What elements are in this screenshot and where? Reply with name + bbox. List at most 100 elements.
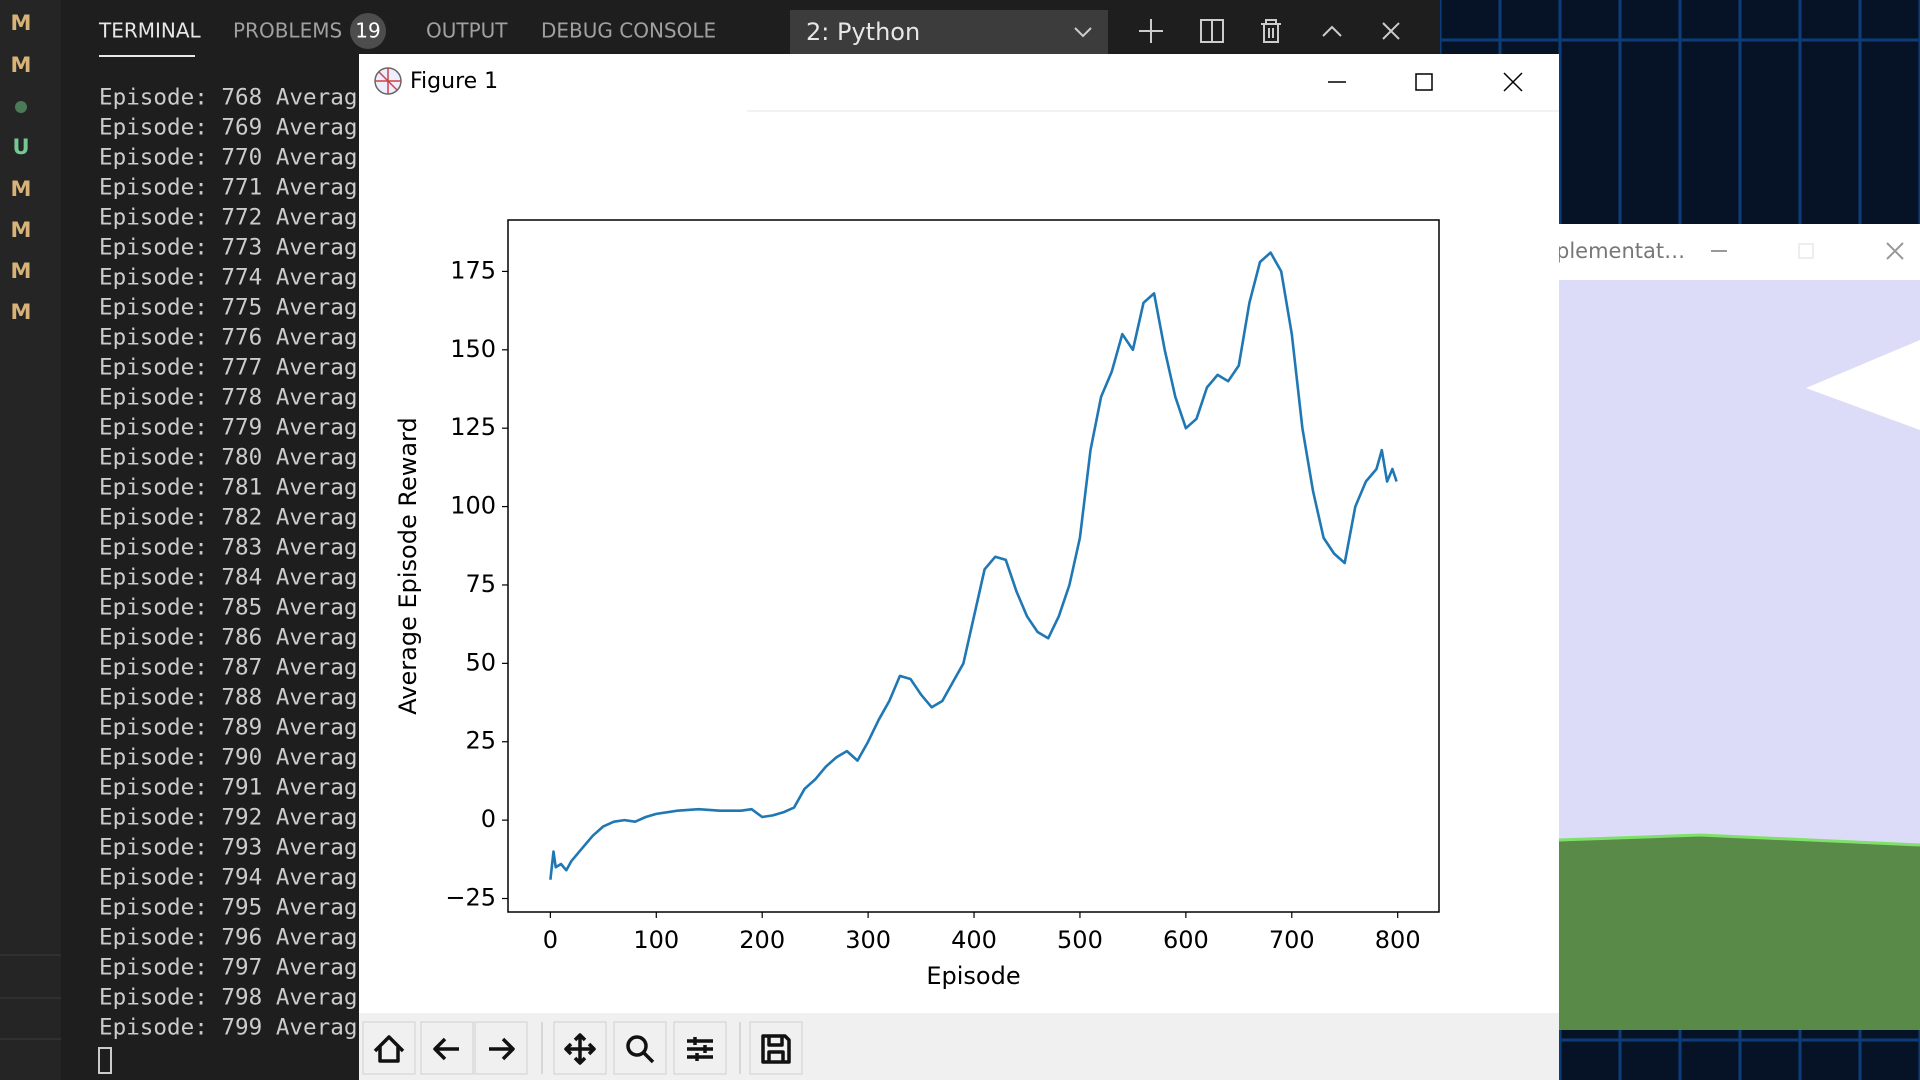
- new-terminal-button[interactable]: [1139, 19, 1163, 43]
- terminal-line: Episode: 791 Averag: [99, 775, 357, 801]
- terminal-line: Episode: 789 Averag: [99, 715, 357, 741]
- terminal-line: Episode: 780 Averag: [99, 445, 357, 471]
- terminal-line: Episode: 793 Averag: [99, 835, 357, 861]
- terminal-line: Episode: 768 Averag: [99, 85, 357, 111]
- terminal-line: Episode: 790 Averag: [99, 745, 357, 771]
- terminal-line: Episode: 771 Averag: [99, 175, 357, 201]
- x-tick-label: 400: [951, 926, 997, 954]
- figure-window: Figure 1 0 100 200 300 400 500 600 700 800 −25 0 25 5…: [359, 54, 1559, 1080]
- terminal-line: Episode: 787 Averag: [99, 655, 357, 681]
- terminal-line: Episode: 799 Averag: [99, 1015, 357, 1041]
- terminal-line: Episode: 772 Averag: [99, 205, 357, 231]
- kill-terminal-button[interactable]: [1261, 19, 1281, 43]
- problems-badge: 19: [355, 19, 380, 43]
- y-tick-label: 175: [450, 256, 496, 284]
- x-axis-label: Episode: [926, 962, 1020, 990]
- y-tick-label: 25: [465, 727, 496, 755]
- sidebar-status: M: [11, 53, 32, 77]
- configure-button[interactable]: [687, 1037, 713, 1061]
- activity-bar: [0, 0, 61, 1080]
- sidebar-status: M: [11, 11, 32, 35]
- sidebar-status: M: [11, 259, 32, 283]
- x-tick-label: 300: [845, 926, 891, 954]
- panel-tab[interactable]: TERMINAL: [98, 19, 202, 43]
- terminal-line: Episode: 778 Averag: [99, 385, 357, 411]
- terminal-line: Episode: 794 Averag: [99, 865, 357, 891]
- plot-frame: [507, 219, 1440, 913]
- x-tick-label: 600: [1163, 926, 1209, 954]
- x-tick-label: 200: [739, 926, 785, 954]
- game-cloud: [1806, 340, 1920, 430]
- bg-close[interactable]: [1886, 242, 1904, 260]
- terminal-line: Episode: 785 Averag: [99, 595, 357, 621]
- terminal-line: Episode: 782 Averag: [99, 505, 357, 531]
- terminal-line: Episode: 774 Averag: [99, 265, 357, 291]
- figure-window-title: Figure 1: [410, 69, 498, 94]
- toolbar: [359, 1013, 1559, 1080]
- terminal-line: Episode: 777 Averag: [99, 355, 357, 381]
- terminal-line: Episode: 781 Averag: [99, 475, 357, 501]
- zoom-button-frame[interactable]: [613, 1021, 667, 1075]
- zoom-button[interactable]: [626, 1035, 655, 1064]
- home-button-frame[interactable]: [362, 1021, 416, 1075]
- y-axis-label: Average Episode Reward: [394, 417, 422, 714]
- y-tick-label: 50: [465, 648, 496, 676]
- background-window-titlebar: [1559, 224, 1920, 280]
- x-tick-label: 500: [1057, 926, 1103, 954]
- panel-tab[interactable]: DEBUG CONSOLE: [541, 19, 716, 43]
- x-tick-label: 800: [1375, 926, 1421, 954]
- terminal-line: Episode: 769 Averag: [99, 115, 357, 141]
- save-button[interactable]: [761, 1034, 791, 1064]
- y-tick-label: 125: [450, 413, 496, 441]
- sidebar-status: M: [11, 218, 32, 242]
- pan-button-frame[interactable]: [553, 1021, 607, 1075]
- terminal-line: Episode: 779 Averag: [99, 415, 357, 441]
- sidebar-status: U: [12, 135, 29, 159]
- split-terminal-button[interactable]: [1200, 19, 1224, 43]
- terminal-line: Episode: 797 Averag: [99, 955, 357, 981]
- y-tick-label: 100: [450, 492, 496, 520]
- terminal-line: Episode: 796 Averag: [99, 925, 357, 951]
- save-button-frame[interactable]: [749, 1021, 803, 1075]
- terminal-line: Episode: 776 Averag: [99, 325, 357, 351]
- y-tick-label: −25: [445, 884, 496, 912]
- forward-button[interactable]: [489, 1037, 515, 1061]
- back-button[interactable]: [433, 1037, 459, 1061]
- status-dot: [15, 101, 27, 113]
- panel-tab[interactable]: OUTPUT: [426, 19, 508, 43]
- sidebar-status: M: [11, 177, 32, 201]
- terminal-select[interactable]: [790, 10, 1108, 55]
- terminal-cursor: [98, 1047, 112, 1074]
- problems-badge-bg: [350, 13, 386, 49]
- terminal-line: Episode: 795 Averag: [99, 895, 357, 921]
- bg-maximize[interactable]: [1798, 243, 1814, 259]
- terminal-line: Episode: 775 Averag: [99, 295, 357, 321]
- sidebar-status: M: [11, 300, 32, 324]
- fig-maximize[interactable]: [1415, 73, 1433, 91]
- terminal-line: Episode: 786 Averag: [99, 625, 357, 651]
- dropdown-chevron: [1074, 27, 1092, 38]
- x-tick-label: 100: [633, 926, 679, 954]
- close-panel-button[interactable]: [1382, 22, 1400, 40]
- terminal-line: Episode: 783 Averag: [99, 535, 357, 561]
- home-button[interactable]: [373, 1035, 405, 1063]
- data-line: [549, 251, 1398, 880]
- terminal-select-label: 2: Python: [806, 18, 920, 46]
- maximize-panel-button[interactable]: [1322, 25, 1342, 37]
- x-tick-label: 700: [1269, 926, 1315, 954]
- y-tick-label: 75: [465, 570, 496, 598]
- pan-button[interactable]: [564, 1033, 596, 1065]
- figure-window-bg: [359, 54, 1559, 1080]
- y-tick-label: 150: [450, 335, 496, 363]
- panel-tab[interactable]: PROBLEMS: [233, 19, 342, 43]
- terminal-line: Episode: 788 Averag: [99, 685, 357, 711]
- terminal-line: Episode: 798 Averag: [99, 985, 357, 1011]
- fig-close[interactable]: [1503, 72, 1523, 92]
- y-tick-label: 0: [481, 805, 496, 833]
- terminal-line: Episode: 784 Averag: [99, 565, 357, 591]
- x-tick-label: 0: [543, 926, 558, 954]
- background-window-title: plementat…: [1556, 239, 1685, 263]
